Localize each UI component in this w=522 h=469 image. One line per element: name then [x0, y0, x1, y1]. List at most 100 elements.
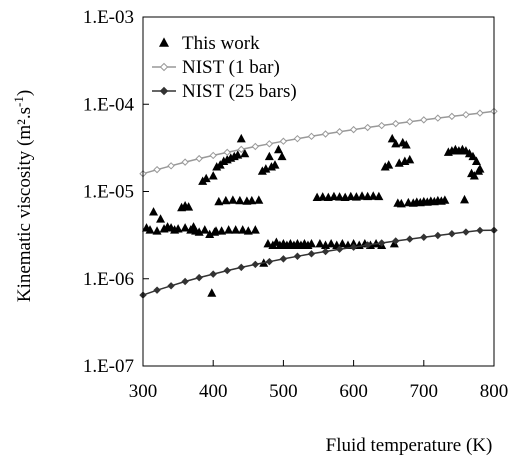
data-point [254, 195, 264, 204]
series-2 [139, 107, 498, 178]
series-line [142, 229, 495, 296]
data-point [349, 243, 358, 251]
data-point [293, 134, 302, 143]
data-point [357, 191, 367, 200]
legend-item-1: This work [159, 33, 260, 54]
data-point [392, 237, 400, 245]
data-point [237, 263, 245, 272]
data-point [217, 226, 227, 235]
y-tick-label: 1.E-04 [83, 94, 135, 115]
data-point [153, 286, 161, 294]
data-point [374, 191, 384, 201]
data-point [363, 241, 372, 249]
data-point [349, 238, 359, 248]
data-point [181, 158, 189, 166]
series-line [142, 110, 495, 175]
data-point [377, 121, 386, 130]
data-point [207, 288, 217, 297]
data-point [265, 140, 274, 148]
data-point [201, 173, 211, 183]
data-point [448, 112, 456, 121]
data-point [434, 231, 442, 240]
data-point [392, 119, 400, 128]
data-point [200, 225, 210, 234]
data-point [318, 192, 328, 201]
y-axis-title-close: ) [14, 90, 35, 96]
x-tick-label: 800 [480, 381, 509, 402]
data-point [251, 260, 260, 269]
data-point [228, 195, 238, 204]
data-point [223, 266, 231, 275]
data-point [263, 238, 273, 248]
y-axis-title-text: Kinematic viscosity (m².s-1) [11, 90, 35, 302]
data-point [152, 226, 162, 235]
data-point [251, 142, 260, 151]
data-point [306, 238, 316, 248]
data-point [476, 109, 484, 117]
data-point [321, 130, 330, 138]
data-point [156, 214, 166, 223]
series-1 [142, 133, 485, 297]
data-point [448, 230, 456, 238]
data-point [208, 171, 218, 180]
data-point [368, 191, 378, 200]
data-point [468, 151, 478, 161]
data-point [406, 117, 414, 126]
data-point [391, 138, 401, 148]
x-tick-label: 400 [199, 381, 228, 402]
data-point [233, 150, 243, 159]
y-axis-title: Kinematic viscosity (m².s-1) [11, 90, 35, 302]
data-point [401, 140, 411, 149]
data-point [209, 151, 217, 160]
data-point [247, 195, 257, 205]
data-point [335, 128, 344, 136]
x-axis-title: Fluid temperature (K) [326, 435, 493, 456]
x-tick-label: 700 [410, 381, 439, 402]
data-point [265, 257, 274, 266]
x-tick-label: 600 [339, 381, 368, 402]
data-point [180, 223, 190, 232]
legend-label: NIST (25 bars) [182, 81, 297, 102]
data-point [440, 195, 450, 204]
data-point [337, 238, 347, 248]
data-point [293, 252, 302, 260]
legend-label: NIST (1 bar) [182, 57, 280, 78]
data-point [223, 148, 231, 157]
data-point [279, 137, 288, 145]
y-axis-title-dot: .s [14, 107, 35, 119]
data-point [167, 162, 175, 170]
data-point [270, 160, 280, 169]
data-point [184, 202, 194, 211]
data-point [236, 133, 246, 143]
data-point [257, 166, 267, 175]
legend: This work NIST (1 bar) NIST (25 bars) [152, 33, 297, 102]
data-point [231, 225, 241, 234]
data-point [396, 198, 406, 208]
data-point [469, 171, 479, 180]
data-point [209, 270, 217, 278]
legend-marker [159, 62, 169, 72]
data-point [214, 196, 224, 206]
data-point [149, 207, 159, 216]
data-point [329, 191, 339, 201]
data-point [167, 282, 175, 290]
data-point [273, 144, 283, 154]
series-3 [139, 226, 498, 299]
data-point [194, 227, 204, 236]
y-axis-title-main: Kinematic viscosity (m² [14, 119, 35, 302]
x-tick-label: 300 [129, 381, 158, 402]
data-point [420, 233, 428, 241]
data-point [406, 235, 414, 243]
data-point [307, 250, 316, 258]
data-point [237, 145, 245, 154]
data-point [221, 195, 231, 205]
x-tick-label: 500 [269, 381, 298, 402]
data-point [235, 195, 245, 205]
data-point [405, 154, 415, 164]
data-point [315, 238, 325, 248]
data-point [434, 114, 442, 122]
legend-item-3: NIST (25 bars) [152, 81, 297, 102]
y-axis-title-exponent: -1 [11, 96, 26, 107]
data-point [173, 224, 183, 233]
